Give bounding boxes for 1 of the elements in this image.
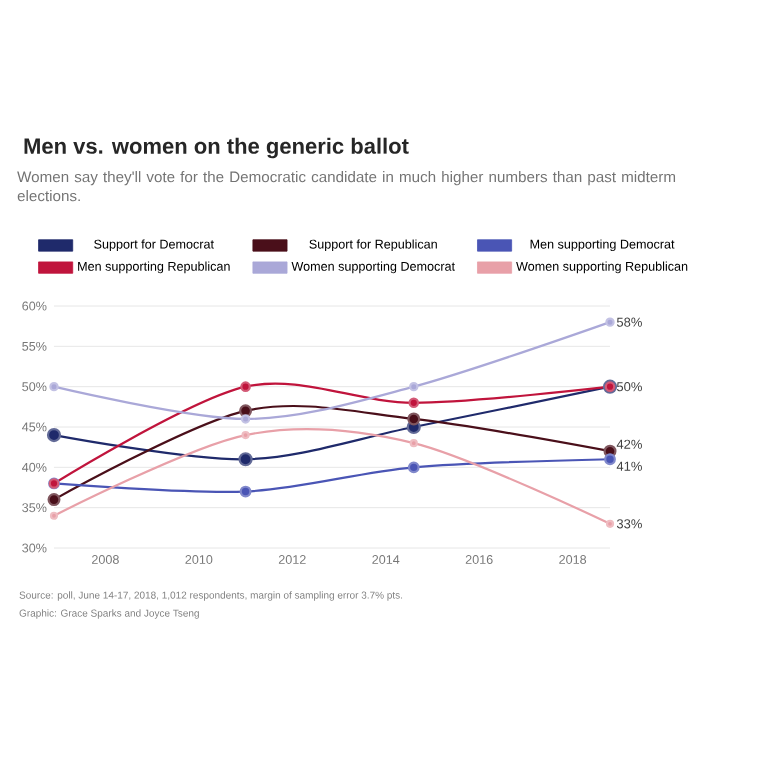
chart-title: Men vs. women on the generic ballot	[24, 137, 409, 159]
